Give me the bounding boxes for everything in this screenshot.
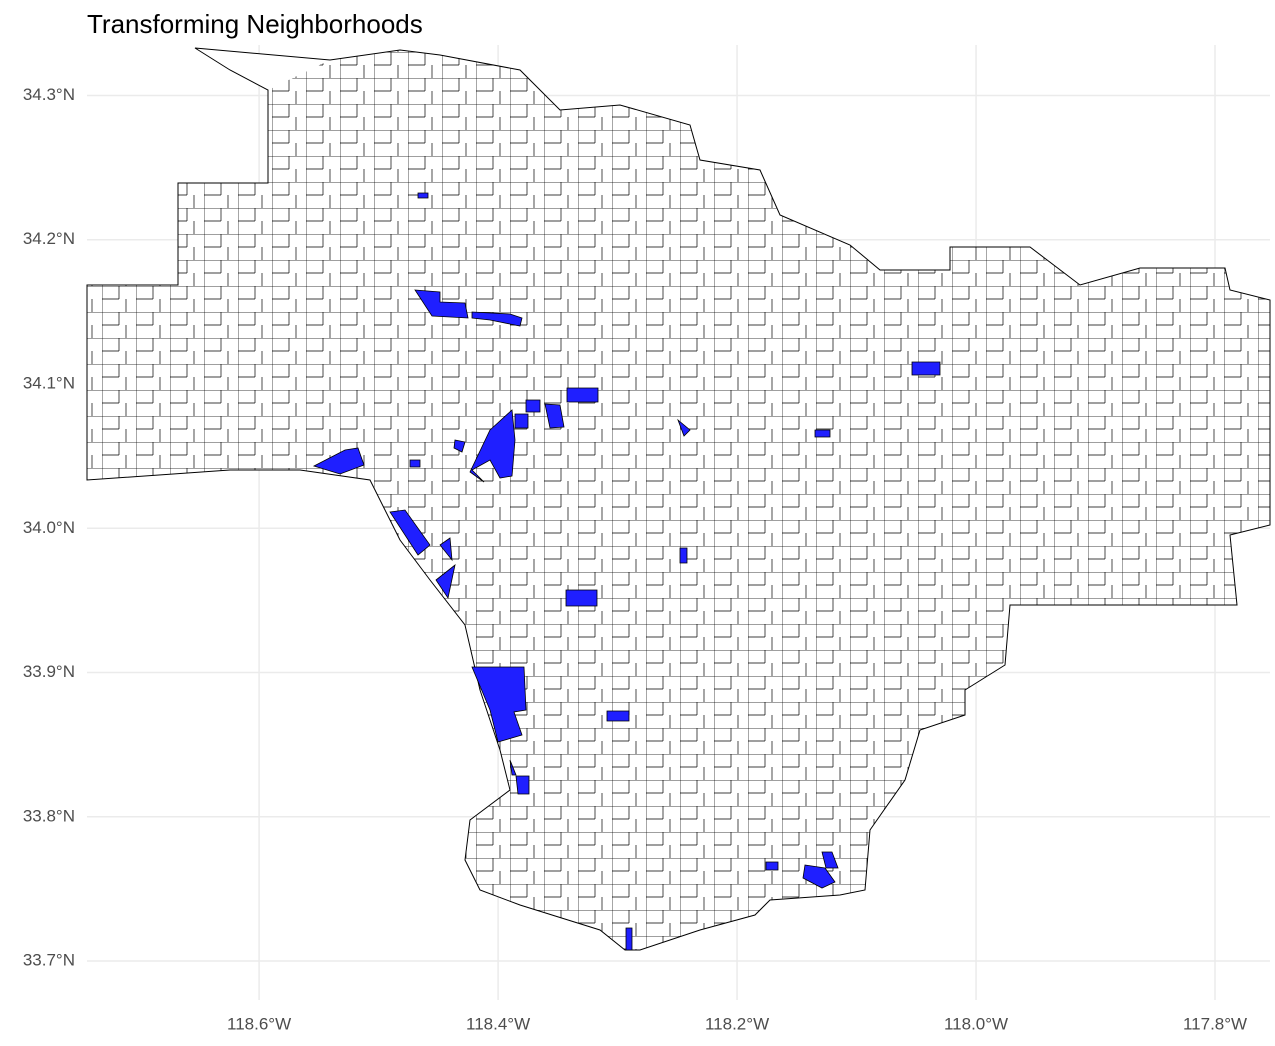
tract-highlight bbox=[409, 439, 466, 468]
tract-highlight bbox=[911, 361, 941, 376]
tract-highlight bbox=[471, 666, 527, 743]
tract-highlight bbox=[312, 447, 365, 475]
x-tick-label: 118.2°W bbox=[705, 1014, 769, 1033]
y-tick-label: 34.3°N bbox=[23, 85, 75, 104]
tract-highlight bbox=[514, 387, 599, 429]
x-tick-label: 117.8°W bbox=[1183, 1014, 1247, 1033]
y-tick-label: 33.9°N bbox=[23, 662, 75, 681]
x-tick-label: 118.6°W bbox=[227, 1014, 291, 1033]
y-tick-label: 33.7°N bbox=[23, 951, 75, 970]
tract-map bbox=[86, 47, 1271, 951]
tract-highlight bbox=[625, 927, 633, 951]
tract-highlight bbox=[417, 192, 429, 199]
tract-highlight bbox=[509, 759, 530, 795]
x-tick-label: 118.4°W bbox=[466, 1014, 530, 1033]
tract-highlight bbox=[469, 409, 516, 483]
tract-mesh bbox=[87, 50, 1270, 950]
tract-highlight bbox=[765, 851, 839, 889]
tract-highlight bbox=[389, 509, 456, 600]
tract-highlight bbox=[414, 289, 469, 319]
y-tick-label: 34.1°N bbox=[23, 373, 75, 392]
x-tick-label: 118.0°W bbox=[944, 1014, 1008, 1033]
y-tick-label: 34.2°N bbox=[23, 229, 75, 248]
transforming-tracts bbox=[312, 192, 941, 951]
y-tick-label: 34.0°N bbox=[23, 518, 75, 537]
tract-highlight bbox=[471, 311, 523, 327]
chart-title: Transforming Neighborhoods bbox=[87, 9, 423, 39]
tract-highlight bbox=[677, 418, 831, 564]
tract-highlight bbox=[565, 589, 630, 722]
y-tick-label: 33.8°N bbox=[23, 806, 75, 825]
